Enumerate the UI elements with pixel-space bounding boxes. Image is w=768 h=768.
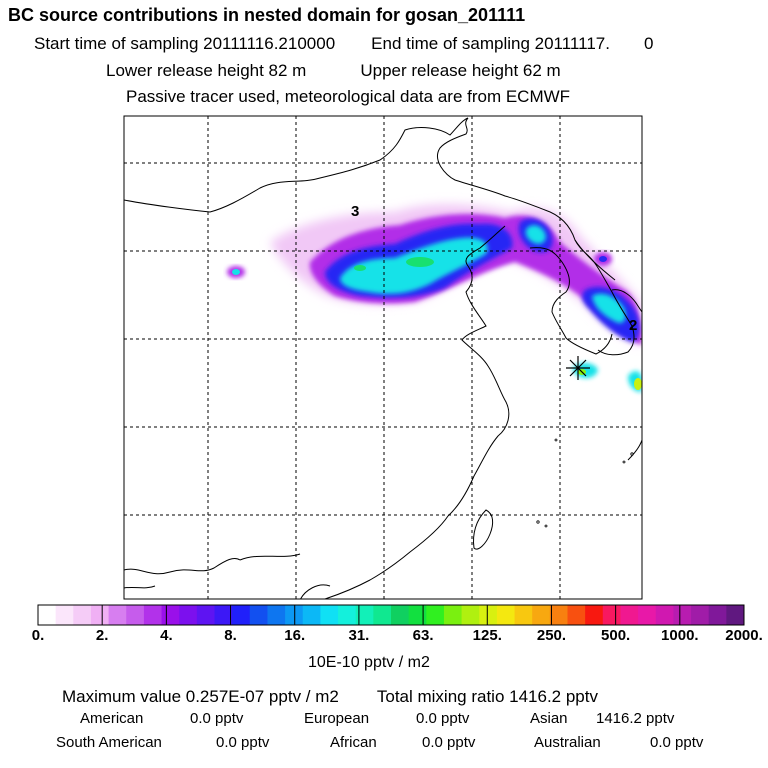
colorbar-swatch [108,605,127,625]
start-time: Start time of sampling 20111116.210000 [34,34,336,53]
colorbar-tick-label: 8. [224,627,237,644]
contrib-value-african: 0.0 pptv [422,734,476,751]
islands [536,438,634,528]
map-label-3: 3 [351,203,359,220]
colorbar-swatch [602,605,621,625]
contrib-value-south-american: 0.0 pptv [216,734,270,751]
colorbar-swatch [90,605,110,625]
colorbar-tick-label: 500. [601,627,631,644]
colorbar-swatch [638,605,657,625]
colorbar-tick-label: 250. [536,627,567,644]
colorbar-unit: 10E-10 pptv / m2 [308,654,430,671]
contrib-name-asian: Asian [530,710,568,727]
chart-title: BC source contributions in nested domain… [8,5,526,25]
graticule [124,116,642,599]
colorbar-tick-label: 0. [31,627,45,644]
colorbar-swatch [285,605,304,625]
plume-isolated [227,252,612,278]
contrib-value-australian: 0.0 pptv [650,734,704,751]
colorbar-swatch [408,605,427,625]
colorbar-swatch [691,605,710,625]
colorbar-swatch [55,605,74,625]
release-heights: Lower release height 82 m Upper release h… [106,62,561,79]
colorbar-swatch [443,605,463,625]
contrib-name-american: American [80,710,144,727]
colorbar-swatch [549,605,568,625]
colorbar-tick-label: 125. [472,627,502,644]
colorbar-swatch [655,605,674,625]
end-time-suffix: 0 [643,34,654,53]
lower-release-height: Lower release height 82 m [106,61,307,80]
colorbar-swatch [426,605,445,625]
plume-peaks [354,257,642,390]
colorbar-swatch [479,605,498,625]
colorbar-swatch [161,605,180,625]
colorbar-swatch [320,605,339,625]
colorbar-swatch [585,605,604,625]
upper-release-height: Upper release height 62 m [360,61,561,80]
colorbar-swatch [214,605,233,625]
contrib-value-asian: 1416.2 pptv [596,710,675,727]
map-frame [123,115,643,600]
contrib-name-african: African [330,734,377,751]
contrib-value-european: 0.0 pptv [416,710,470,727]
colorbar-tick-label: 4. [160,627,173,644]
colorbar-swatch [567,605,586,625]
colorbar-swatch [373,605,392,625]
colorbar-tick-label: 1000. [661,627,699,644]
colorbar-tick-label: 2000. [725,627,763,644]
contrib-name-european: European [304,710,370,727]
colorbar-swatch [726,605,745,625]
colorbar-swatch [496,605,516,625]
colorbar-swatch [355,605,374,625]
colorbar-tick-label: 31. [348,627,370,644]
colorbar-swatch [708,605,727,625]
colorbar-swatch [673,605,692,625]
colorbar-swatch [249,605,268,625]
colorbar-swatch [391,605,410,625]
contrib-name-south-american: South American [56,734,162,751]
colorbar-swatch [179,605,198,625]
tracer-note: Passive tracer used, meteorological data… [126,87,571,106]
colorbar-swatch [514,605,533,625]
contrib-value-american: 0.0 pptv [190,710,244,727]
colorbar-tick-label: 16. [284,627,306,644]
colorbar-swatch [232,605,251,625]
colorbar-frame [37,604,745,626]
colorbar-swatch [126,605,145,625]
colorbar-swatch [73,605,92,625]
colorbar-swatch [143,605,163,625]
colorbar-swatch [620,605,639,625]
colorbar-tick-label: 2. [95,627,109,644]
colorbar-swatch [532,605,551,625]
end-time: End time of sampling 20111117. [371,34,610,53]
sampling-times: Start time of sampling 20111116.210000 En… [34,35,653,52]
colorbar-swatch [338,605,357,625]
contrib-name-australian: Australian [534,734,601,751]
colorbar-tick-label: 63. [412,627,434,644]
colorbar-swatch [461,605,480,625]
colorbar-swatch [267,605,286,625]
receptor-star-icon [566,356,590,380]
colorbar-swatch [302,605,321,625]
coastlines [124,117,642,599]
colorbar-swatch [38,605,57,625]
colorbar-swatch [196,605,215,625]
total-mixing-ratio: Total mixing ratio 1416.2 pptv [376,687,598,706]
summary-line: Maximum value 0.257E-07 pptv / m2 Total m… [62,688,598,705]
maximum-value: Maximum value 0.257E-07 pptv / m2 [62,687,339,706]
map-label-2: 2 [629,317,637,334]
